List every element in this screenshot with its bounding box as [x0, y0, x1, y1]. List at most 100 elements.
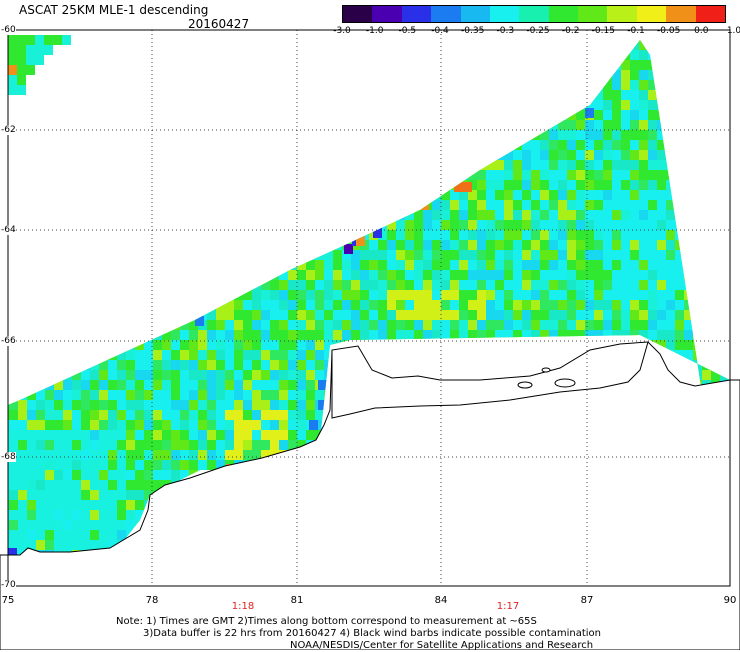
- wind-cell: [162, 80, 171, 90]
- wind-cell: [216, 40, 225, 50]
- wind-cell: [666, 170, 675, 180]
- wind-cell: [369, 260, 378, 270]
- wind-cell: [234, 450, 243, 460]
- wind-cell: [576, 330, 585, 340]
- wind-cell: [171, 240, 180, 250]
- wind-cell: [576, 170, 585, 180]
- wind-cell: [261, 100, 270, 110]
- wind-cell: [657, 120, 666, 130]
- wind-cell: [180, 360, 189, 370]
- wind-cell: [549, 320, 558, 330]
- wind-cell: [135, 300, 144, 310]
- wind-cell: [180, 440, 189, 450]
- wind-cell: [558, 270, 567, 280]
- wind-cell: [414, 320, 423, 330]
- wind-cell: [198, 300, 207, 310]
- wind-cell: [639, 250, 648, 260]
- wind-cell: [423, 170, 432, 180]
- wind-cell: [477, 350, 486, 360]
- wind-cell: [387, 180, 396, 190]
- wind-cell: [243, 330, 252, 340]
- wind-cell: [441, 210, 450, 220]
- wind-cell: [405, 270, 414, 280]
- wind-cell: [594, 110, 603, 120]
- wind-cell: [648, 40, 657, 50]
- wind-cell: [72, 60, 81, 70]
- wind-cell: [63, 420, 72, 430]
- wind-cell: [576, 160, 585, 170]
- wind-cell: [360, 140, 369, 150]
- wind-cell: [351, 50, 360, 60]
- wind-cell: [720, 310, 729, 320]
- wind-cell: [54, 110, 63, 120]
- wind-cell: [216, 150, 225, 160]
- wind-cell: [504, 270, 513, 280]
- wind-cell: [387, 140, 396, 150]
- wind-cell: [81, 100, 90, 110]
- wind-cell: [396, 150, 405, 160]
- wind-cell: [72, 540, 81, 550]
- wind-cell: [513, 130, 522, 140]
- wind-cell: [45, 380, 54, 390]
- wind-cell: [279, 140, 288, 150]
- wind-cell: [180, 450, 189, 460]
- wind-cell: [306, 180, 315, 190]
- wind-cell: [315, 250, 324, 260]
- wind-cell: [72, 260, 81, 270]
- wind-cell: [630, 240, 639, 250]
- wind-cell: [432, 310, 441, 320]
- wind-cell: [207, 240, 216, 250]
- wind-cell: [396, 330, 405, 340]
- wind-cell: [27, 460, 36, 470]
- wind-cell: [396, 90, 405, 100]
- wind-cell: [18, 100, 27, 110]
- wind-cell: [162, 70, 171, 80]
- colorbar-segment: [695, 6, 726, 22]
- wind-cell: [198, 450, 207, 460]
- wind-cell: [261, 240, 270, 250]
- wind-cell: [270, 330, 279, 340]
- wind-cell: [306, 100, 315, 110]
- wind-cell: [117, 180, 126, 190]
- wind-cell: [18, 520, 27, 530]
- wind-cell: [54, 360, 63, 370]
- wind-cell: [288, 430, 297, 440]
- wind-cell: [531, 360, 540, 370]
- wind-cell: [9, 100, 18, 110]
- wind-cell: [477, 60, 486, 70]
- wind-cell: [72, 130, 81, 140]
- wind-cell: [27, 390, 36, 400]
- wind-cell: [153, 280, 162, 290]
- wind-cell: [666, 270, 675, 280]
- wind-cell: [27, 410, 36, 420]
- wind-cell: [126, 450, 135, 460]
- wind-cell: [90, 450, 99, 460]
- wind-cell: [504, 320, 513, 330]
- wind-cell: [306, 290, 315, 300]
- wind-cell: [198, 100, 207, 110]
- wind-cell: [648, 200, 657, 210]
- wind-cell: [189, 360, 198, 370]
- wind-cell: [216, 60, 225, 70]
- wind-cell: [576, 240, 585, 250]
- wind-cell: [360, 60, 369, 70]
- wind-cell: [261, 140, 270, 150]
- wind-cell: [72, 470, 81, 480]
- wind-cell: [420, 200, 429, 210]
- wind-cell: [180, 140, 189, 150]
- wind-cell: [234, 340, 243, 350]
- wind-cell: [477, 70, 486, 80]
- wind-cell: [459, 120, 468, 130]
- wind-cell: [189, 140, 198, 150]
- wind-cell: [243, 120, 252, 130]
- wind-cell: [180, 230, 189, 240]
- wind-cell: [504, 290, 513, 300]
- wind-cell: [270, 110, 279, 120]
- wind-cell: [171, 460, 180, 470]
- wind-cell: [72, 410, 81, 420]
- wind-cell: [324, 40, 333, 50]
- wind-cell: [162, 210, 171, 220]
- wind-cell: [576, 140, 585, 150]
- wind-cell: [270, 440, 279, 450]
